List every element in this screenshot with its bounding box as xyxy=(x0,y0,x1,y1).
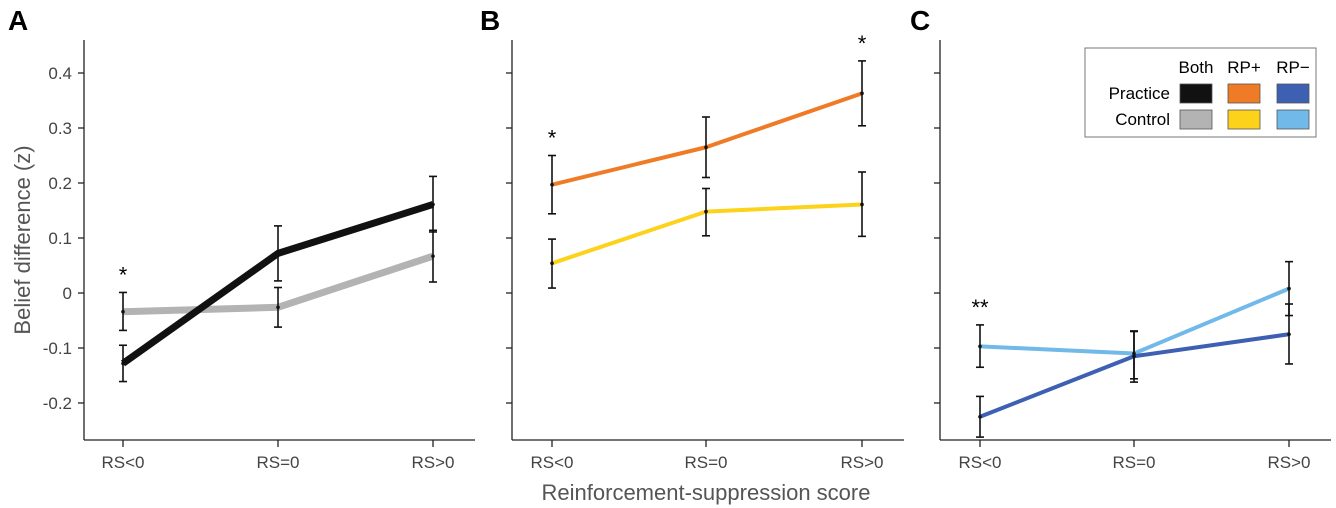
data-point xyxy=(121,361,125,366)
panel-c: C RS<0 RS=0 RS>0 ** Both RP+ RP− Practice Control xyxy=(910,5,1331,472)
data-point xyxy=(121,309,125,314)
legend-swatch xyxy=(1227,83,1261,104)
y-tick-label: 0.3 xyxy=(48,119,72,138)
data-point xyxy=(860,202,864,207)
data-point xyxy=(276,305,280,310)
legend-swatch xyxy=(1179,83,1213,104)
panel-b: B RS<0 RS=0 RS>0 Reinforcement-suppression s… xyxy=(480,5,904,505)
x-axis-title: Reinforcement-suppression score xyxy=(542,480,871,505)
legend-swatch xyxy=(1179,109,1213,130)
x-tick-label: RS>0 xyxy=(841,453,884,472)
significance-marker: ** xyxy=(971,295,989,320)
series-line xyxy=(551,91,863,187)
significance-marker: * xyxy=(858,31,867,56)
data-point xyxy=(978,414,982,419)
data-point xyxy=(431,254,435,258)
data-point xyxy=(1287,286,1291,291)
y-tick-label: 0.2 xyxy=(48,174,72,193)
x-tick-label: RS>0 xyxy=(1268,453,1311,472)
significance-marker: * xyxy=(119,262,128,287)
y-tick-label: 0.1 xyxy=(48,229,72,248)
legend-row-label: Practice xyxy=(1109,84,1170,103)
x-tick-label: RS=0 xyxy=(685,453,728,472)
series-line xyxy=(551,202,863,266)
data-point xyxy=(704,209,708,214)
panel-label: C xyxy=(910,5,930,36)
y-axis-title: Belief difference (z) xyxy=(10,145,35,334)
legend-column-label: RP− xyxy=(1276,58,1310,77)
data-point xyxy=(550,261,554,266)
significance-marker: * xyxy=(548,126,557,151)
y-tick-label: -0.2 xyxy=(43,394,72,413)
data-point xyxy=(978,344,982,349)
x-tick-label: RS<0 xyxy=(102,453,145,472)
legend-swatch xyxy=(1227,109,1261,130)
data-point xyxy=(276,251,280,256)
y-tick-label: 0.4 xyxy=(48,64,72,83)
x-tick-label: RS<0 xyxy=(959,453,1002,472)
data-point xyxy=(860,91,864,96)
panel-label: A xyxy=(8,5,28,36)
data-point xyxy=(1287,332,1291,337)
legend: Both RP+ RP− Practice Control xyxy=(1084,47,1317,138)
y-tick-label: 0 xyxy=(63,284,72,303)
x-tick-label: RS<0 xyxy=(531,453,574,472)
legend-row-label: Control xyxy=(1115,110,1170,129)
data-point xyxy=(704,145,708,150)
panel-a: A -0.2 -0.1 0 0.1 0.2 0.3 0.4 RS<0 RS=0 RS>0 Belief… xyxy=(8,5,475,472)
legend-swatch xyxy=(1276,83,1310,104)
x-tick-label: RS>0 xyxy=(412,453,455,472)
y-tick-label: -0.1 xyxy=(43,339,72,358)
x-tick-label: RS=0 xyxy=(257,453,300,472)
legend-column-label: Both xyxy=(1179,58,1214,77)
data-point xyxy=(1132,351,1136,356)
data-point xyxy=(550,182,554,187)
legend-column-label: RP+ xyxy=(1227,58,1261,77)
x-tick-label: RS=0 xyxy=(1113,453,1156,472)
data-point xyxy=(431,202,435,207)
panel-label: B xyxy=(480,5,500,36)
legend-swatch xyxy=(1276,109,1310,130)
